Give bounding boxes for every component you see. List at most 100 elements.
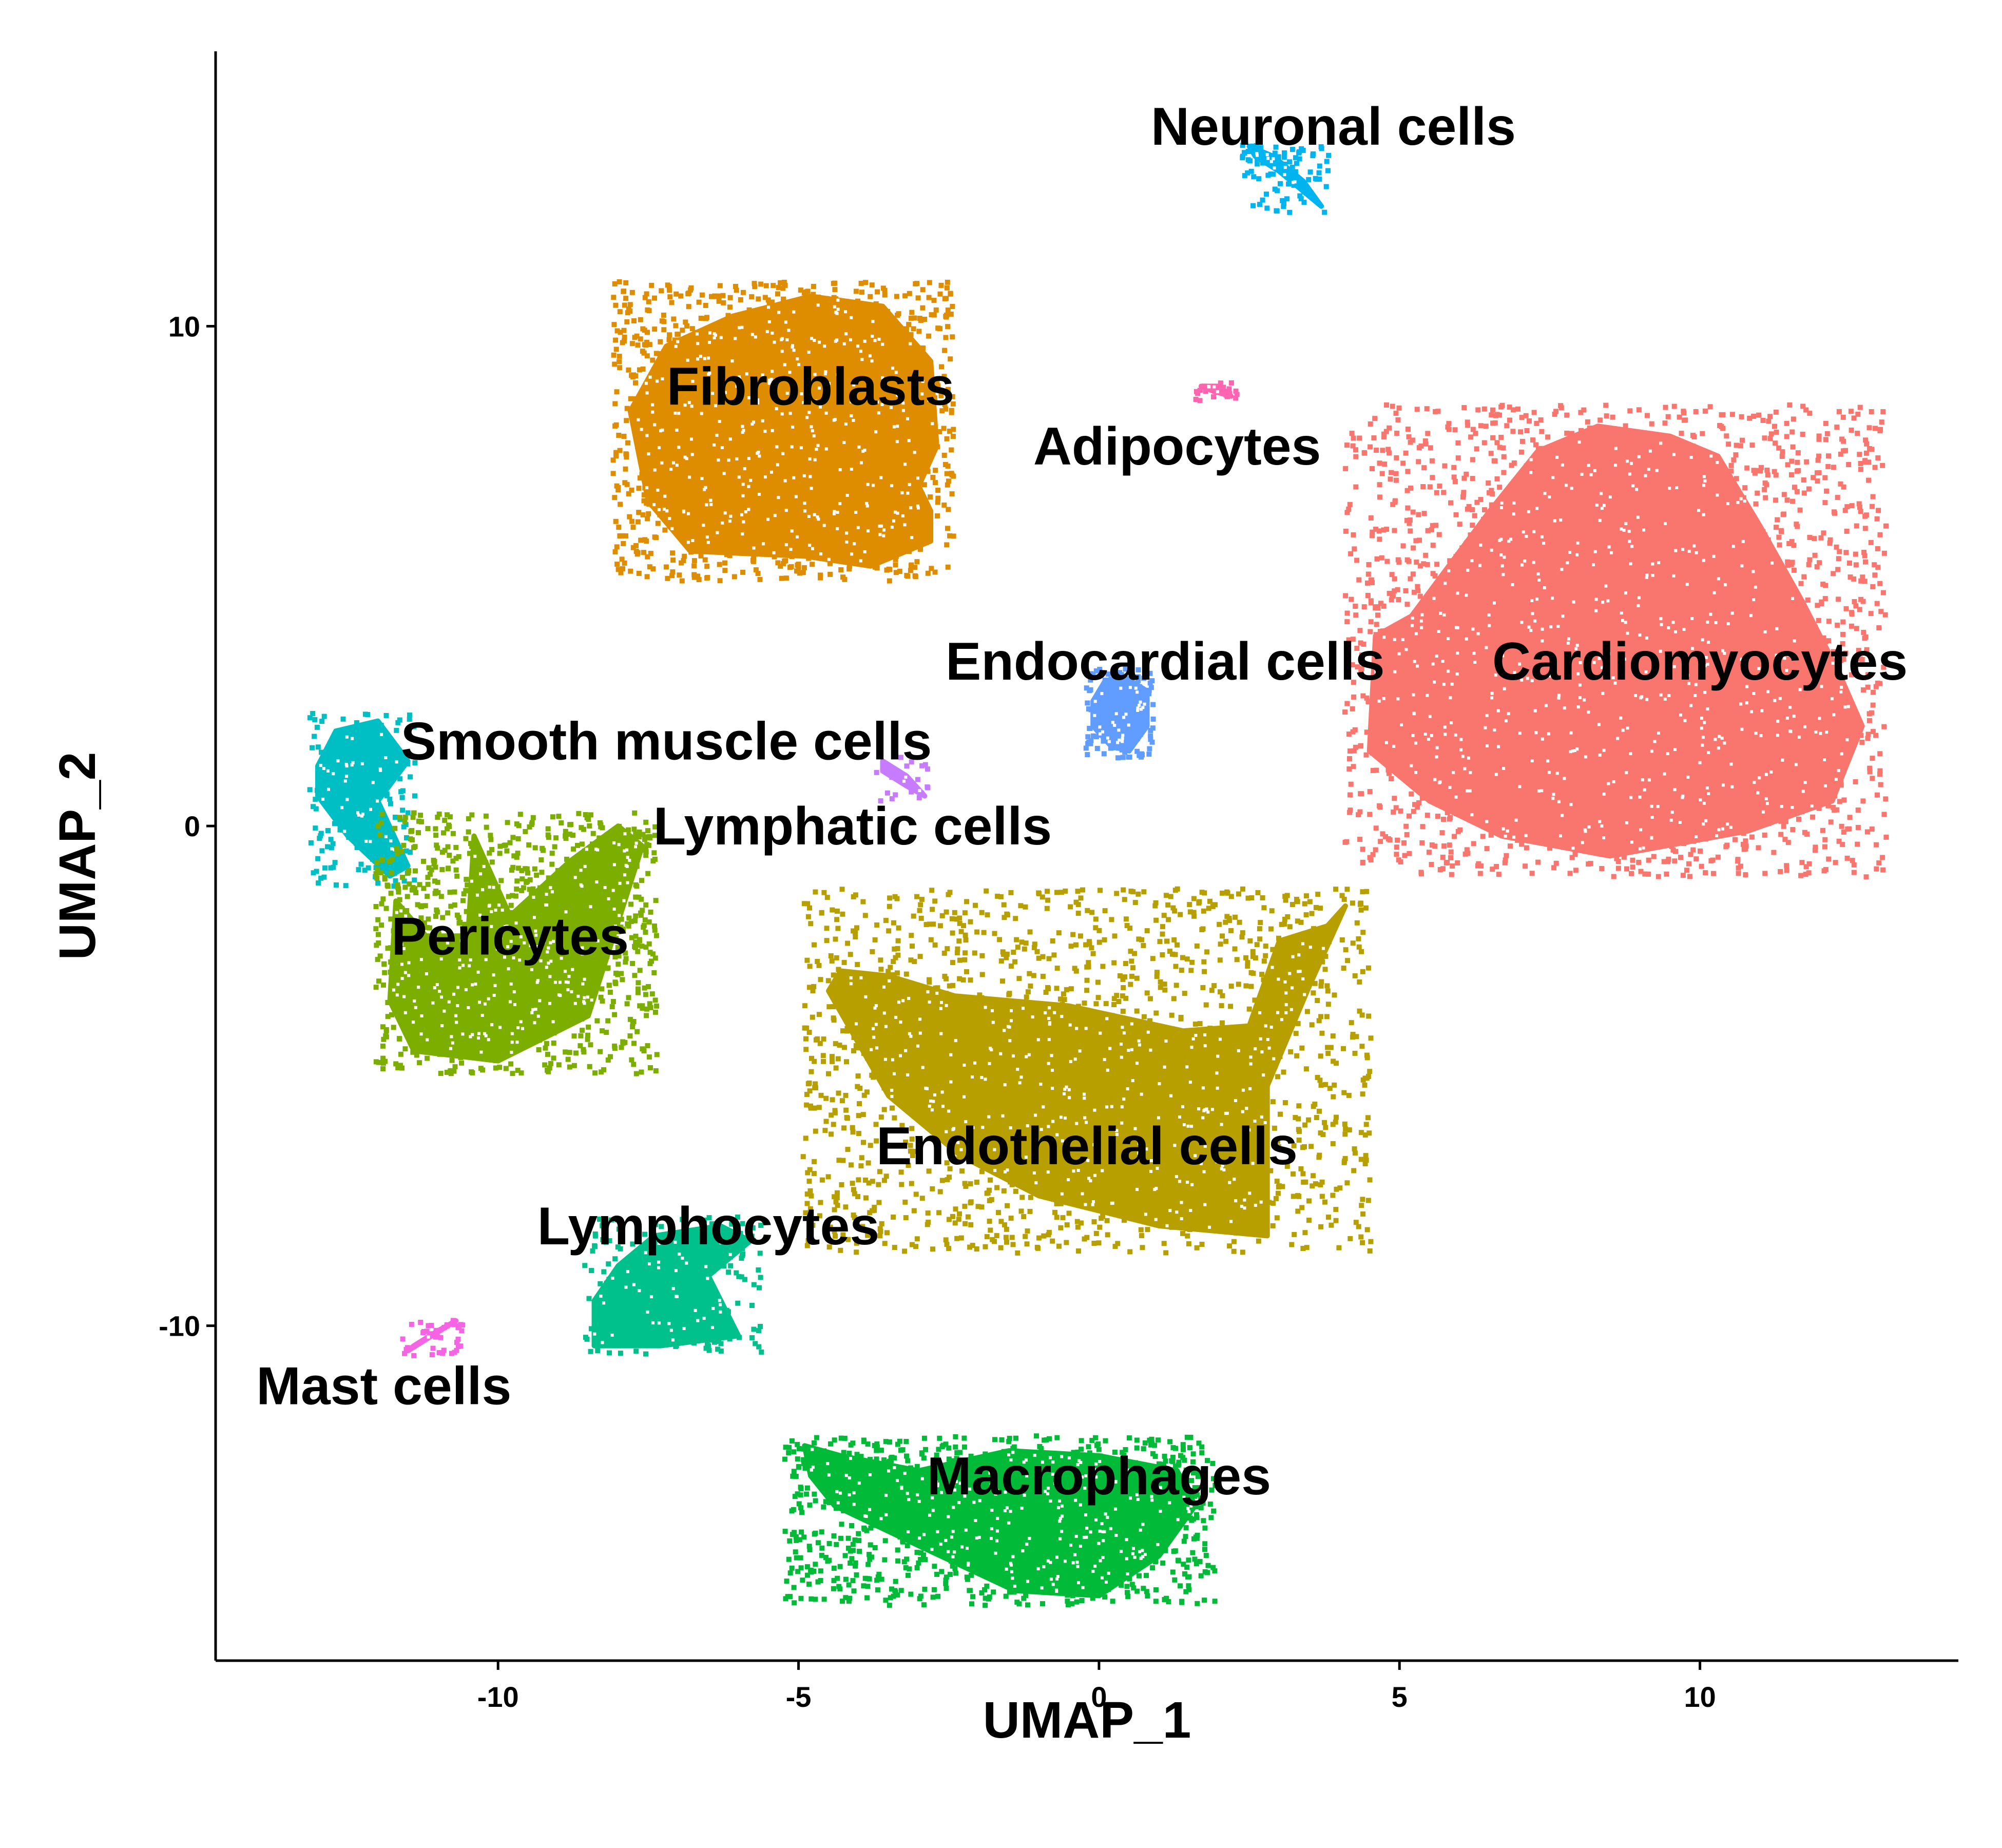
cell-point [1474, 563, 1480, 568]
cell-point [1486, 527, 1492, 533]
cell-point [1772, 795, 1778, 801]
cell-point [913, 381, 919, 387]
cell-point [1681, 486, 1686, 492]
cell-point [1783, 776, 1788, 781]
cell-gap [1846, 705, 1850, 708]
cell-point [1477, 679, 1483, 685]
cell-point [1831, 649, 1836, 654]
cell-point [1856, 648, 1861, 653]
cell-point [1594, 493, 1600, 499]
cell-point [1486, 757, 1492, 762]
cell-point [1508, 843, 1513, 849]
cell-point [1761, 684, 1766, 689]
cell-gap [1638, 596, 1641, 600]
cell-point [1691, 782, 1697, 787]
cell-point [1488, 610, 1494, 615]
cell-point [1703, 583, 1708, 589]
cell-point [1692, 736, 1698, 741]
cell-point [1495, 571, 1500, 576]
cell-point [1486, 480, 1491, 486]
cell-point [1708, 549, 1714, 555]
cell-gap [1702, 475, 1706, 478]
cell-point [1636, 812, 1642, 817]
cell-point [1519, 824, 1525, 830]
cell-point [769, 502, 775, 508]
cell-point [1344, 610, 1350, 616]
cell-point [1720, 601, 1725, 606]
cell-point [1765, 608, 1770, 613]
cell-point [1445, 625, 1451, 630]
cell-gap [1397, 652, 1401, 656]
cell-point [1679, 774, 1684, 779]
cell-point [1410, 746, 1415, 752]
cell-point [1849, 503, 1855, 509]
cell-point [1671, 403, 1677, 409]
cell-point [676, 373, 682, 379]
cell-point [1684, 807, 1689, 813]
cell-point [1639, 626, 1645, 632]
cell-point [1452, 601, 1458, 606]
cell-point [1373, 825, 1379, 831]
cell-point [1448, 792, 1453, 798]
cell-point [1653, 489, 1659, 495]
cell-point [1785, 559, 1791, 565]
cell-point [1353, 744, 1358, 750]
cell-point [1763, 808, 1769, 814]
cell-point [1571, 583, 1576, 589]
cell-point [1547, 631, 1553, 637]
cell-point [1643, 589, 1649, 594]
cell-point [1704, 754, 1710, 760]
cell-point [1527, 700, 1533, 705]
cell-point [1790, 498, 1795, 504]
cell-point [1648, 441, 1654, 447]
cell-point [1610, 414, 1615, 420]
cell-point [1654, 704, 1660, 709]
cell-point [1762, 794, 1768, 799]
cell-point [1798, 768, 1804, 774]
cell-point [1418, 726, 1424, 732]
cell-point [1510, 787, 1515, 793]
cell-point [1370, 529, 1375, 535]
cell-gap [1456, 651, 1459, 655]
cell-point [1806, 486, 1812, 492]
cell-point [1481, 686, 1487, 692]
cell-gap [1612, 780, 1615, 783]
cell-point [1720, 412, 1726, 417]
cell-point [1629, 799, 1634, 805]
cell-point [1417, 537, 1422, 543]
cell-point [1573, 868, 1578, 873]
cell-point [1702, 578, 1708, 584]
cell-gap [1672, 453, 1676, 456]
cell-gap [1504, 719, 1508, 723]
cell-point [1619, 703, 1624, 709]
cell-gap [1819, 732, 1822, 735]
cell-point [1373, 527, 1378, 532]
cell-point [1874, 601, 1880, 606]
cell-gap [1667, 626, 1670, 629]
cell-point [1593, 605, 1599, 611]
cell-point [1380, 831, 1385, 837]
cell-point [1347, 810, 1353, 815]
cell-point [1620, 458, 1626, 464]
cell-point [1611, 702, 1617, 708]
cell-point [1780, 749, 1785, 755]
cell-gap [1706, 707, 1709, 711]
cell-point [1538, 459, 1544, 465]
cell-point [1654, 720, 1660, 726]
cell-point [1843, 650, 1849, 656]
cell-point [1637, 520, 1642, 526]
cell-point [1351, 694, 1357, 700]
cell-point [1649, 653, 1654, 659]
cell-point [1437, 617, 1442, 622]
cell-point [1651, 468, 1657, 474]
cell-point [1398, 859, 1403, 864]
cell-point [1528, 644, 1534, 649]
cell-point [1504, 616, 1510, 622]
cell-point [1663, 483, 1669, 488]
cell-point [1452, 657, 1457, 662]
cell-point [1712, 499, 1718, 505]
cell-point [1403, 691, 1409, 697]
cell-point [1657, 483, 1662, 488]
cell-point [1554, 719, 1560, 724]
cell-point [1855, 807, 1861, 813]
